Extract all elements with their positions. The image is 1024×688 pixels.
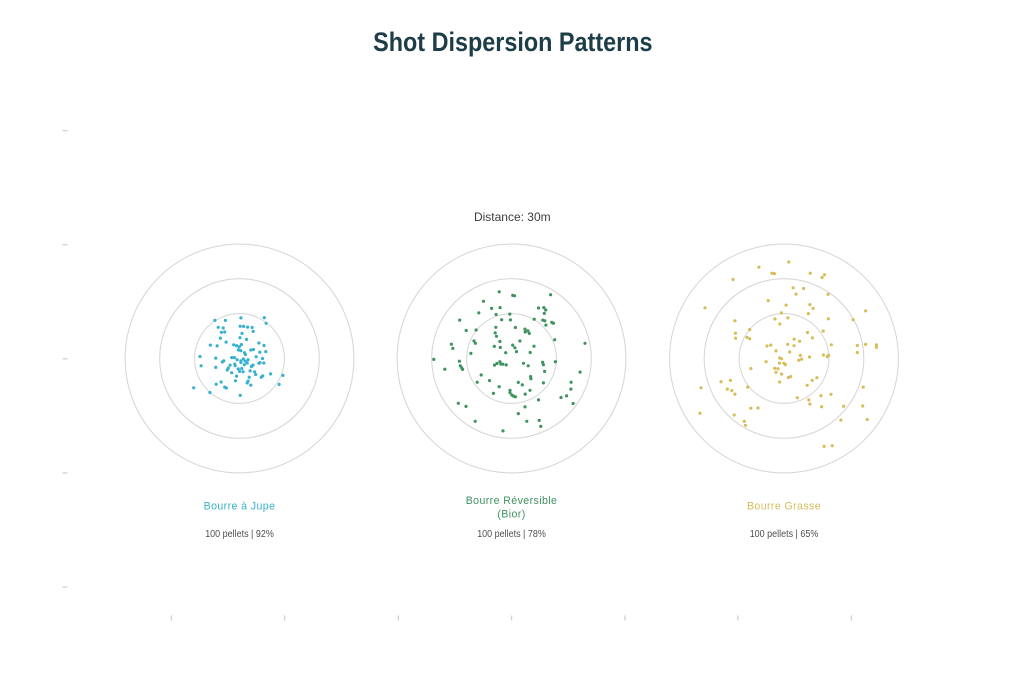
svg-text:100 pellets | 65%: 100 pellets | 65% — [750, 528, 819, 540]
svg-text:Shot Dispersion Patterns: Shot Dispersion Patterns — [373, 28, 652, 58]
svg-text:Bourre à Jupe: Bourre à Jupe — [204, 500, 276, 512]
svg-text:Bourre Grasse: Bourre Grasse — [747, 500, 821, 512]
svg-text:Bourre Réversible: Bourre Réversible — [466, 495, 558, 507]
svg-text:100 pellets | 92%: 100 pellets | 92% — [205, 528, 274, 540]
svg-text:Distance: 30m: Distance: 30m — [474, 210, 551, 224]
svg-text:100 pellets | 78%: 100 pellets | 78% — [477, 528, 546, 540]
svg-text:(Bior): (Bior) — [497, 509, 525, 521]
